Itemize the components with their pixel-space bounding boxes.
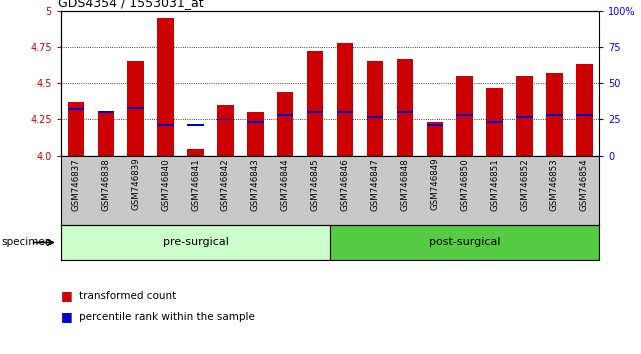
Bar bbox=[427, 122, 443, 156]
Text: GDS4354 / 1553031_at: GDS4354 / 1553031_at bbox=[58, 0, 204, 10]
Bar bbox=[576, 114, 593, 116]
Bar bbox=[576, 64, 593, 156]
Bar bbox=[307, 111, 324, 113]
Text: GSM746845: GSM746845 bbox=[311, 158, 320, 211]
Bar bbox=[487, 121, 503, 123]
Text: GSM746841: GSM746841 bbox=[191, 158, 200, 211]
Bar bbox=[337, 42, 353, 156]
Text: post-surgical: post-surgical bbox=[429, 238, 501, 247]
Text: GSM746853: GSM746853 bbox=[550, 158, 559, 211]
Bar bbox=[217, 119, 233, 120]
Text: GSM746848: GSM746848 bbox=[401, 158, 410, 211]
Bar bbox=[187, 149, 204, 156]
Text: GSM746837: GSM746837 bbox=[71, 158, 80, 211]
Bar bbox=[456, 114, 473, 116]
Bar bbox=[247, 121, 263, 123]
Bar bbox=[217, 105, 233, 156]
Bar bbox=[128, 107, 144, 109]
Bar bbox=[397, 58, 413, 156]
Bar bbox=[487, 87, 503, 156]
Bar bbox=[277, 92, 294, 156]
Text: pre-surgical: pre-surgical bbox=[163, 238, 228, 247]
Bar bbox=[307, 51, 324, 156]
Bar bbox=[517, 116, 533, 118]
Text: GSM746851: GSM746851 bbox=[490, 158, 499, 211]
Bar bbox=[546, 73, 563, 156]
Bar bbox=[68, 108, 84, 110]
Bar bbox=[330, 225, 599, 260]
Text: GSM746852: GSM746852 bbox=[520, 158, 529, 211]
Text: GSM746839: GSM746839 bbox=[131, 158, 140, 211]
Bar bbox=[277, 114, 294, 116]
Bar bbox=[397, 111, 413, 113]
Bar bbox=[517, 76, 533, 156]
Bar bbox=[546, 114, 563, 116]
Text: GSM746843: GSM746843 bbox=[251, 158, 260, 211]
Bar bbox=[367, 116, 383, 118]
Bar bbox=[427, 124, 443, 126]
Text: GSM746849: GSM746849 bbox=[430, 158, 439, 211]
Text: percentile rank within the sample: percentile rank within the sample bbox=[79, 312, 254, 322]
Bar bbox=[97, 111, 114, 113]
Bar bbox=[97, 112, 114, 156]
Bar bbox=[456, 76, 473, 156]
Text: GSM746844: GSM746844 bbox=[281, 158, 290, 211]
Bar bbox=[158, 124, 174, 126]
Bar bbox=[61, 225, 330, 260]
Text: GSM746854: GSM746854 bbox=[580, 158, 589, 211]
Bar bbox=[158, 18, 174, 156]
Text: transformed count: transformed count bbox=[79, 291, 176, 301]
Text: GSM746847: GSM746847 bbox=[370, 158, 379, 211]
Bar bbox=[68, 102, 84, 156]
Text: GSM746846: GSM746846 bbox=[340, 158, 349, 211]
Text: GSM746840: GSM746840 bbox=[161, 158, 170, 211]
Text: GSM746842: GSM746842 bbox=[221, 158, 230, 211]
Bar bbox=[337, 111, 353, 113]
Text: GSM746838: GSM746838 bbox=[101, 158, 110, 211]
Bar bbox=[247, 112, 263, 156]
Bar bbox=[187, 124, 204, 126]
Text: GSM746850: GSM746850 bbox=[460, 158, 469, 211]
Text: specimen: specimen bbox=[1, 238, 52, 247]
Bar bbox=[128, 62, 144, 156]
Text: ■: ■ bbox=[61, 310, 72, 323]
Bar bbox=[367, 62, 383, 156]
Text: ■: ■ bbox=[61, 289, 72, 302]
